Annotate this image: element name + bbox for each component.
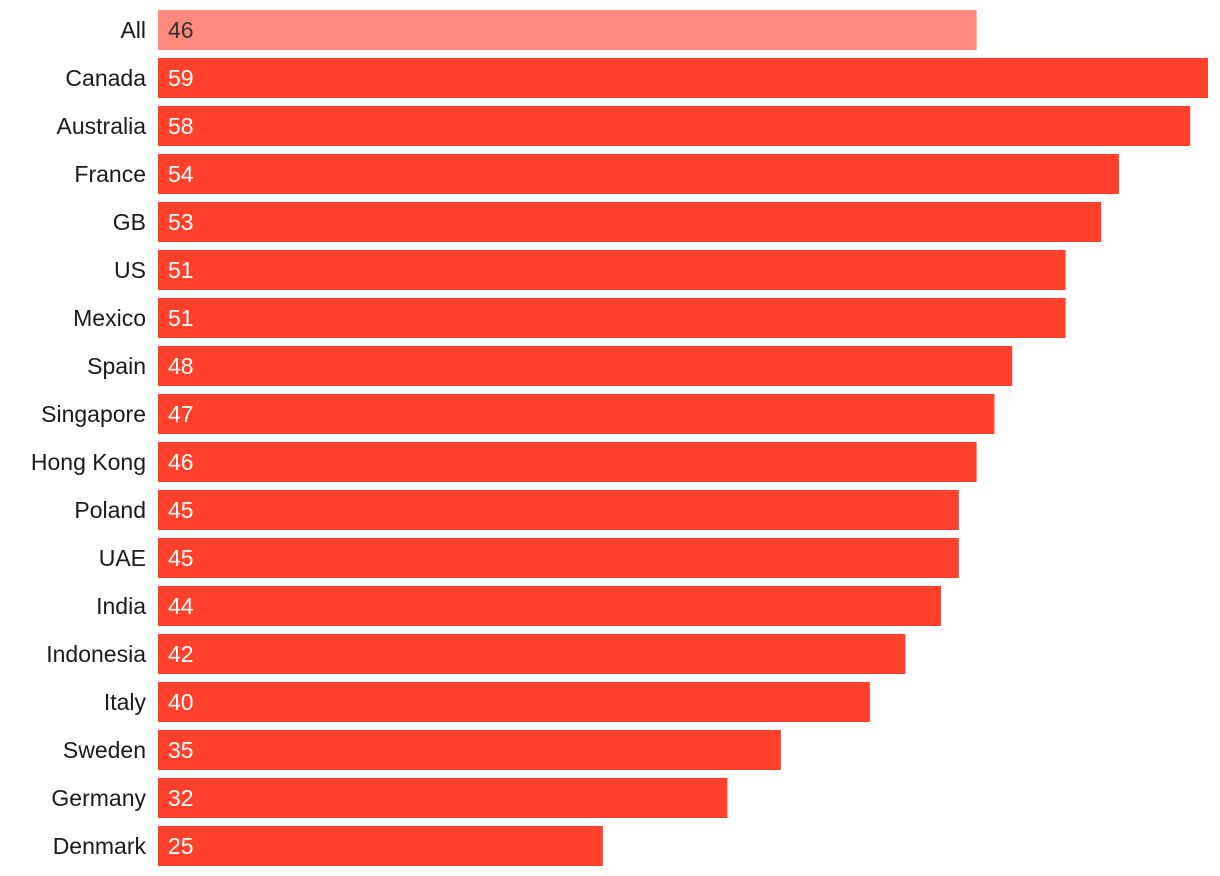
value-label-singapore: 47 — [168, 401, 194, 427]
bar-germany — [158, 778, 728, 818]
bar-italy — [158, 682, 870, 722]
category-label-canada: Canada — [65, 65, 146, 91]
bar-indonesia — [158, 634, 906, 674]
value-label-mexico: 51 — [168, 305, 194, 331]
bars-group — [158, 10, 1208, 866]
value-label-denmark: 25 — [168, 833, 194, 859]
bar-singapore — [158, 394, 995, 434]
category-label-us: US — [114, 257, 146, 283]
category-label-australia: Australia — [57, 113, 147, 139]
category-label-india: India — [96, 593, 146, 619]
value-label-spain: 48 — [168, 353, 194, 379]
value-label-india: 44 — [168, 593, 194, 619]
value-label-france: 54 — [168, 161, 194, 187]
bar-india — [158, 586, 942, 626]
value-label-sweden: 35 — [168, 737, 194, 763]
bar-france — [158, 154, 1120, 194]
category-label-all: All — [120, 17, 146, 43]
category-labels-group: All Canada Australia France GB US Mexico Spain S… — [31, 17, 147, 859]
bar-sweden — [158, 730, 781, 770]
bar-gb — [158, 202, 1102, 242]
value-label-gb: 53 — [168, 209, 194, 235]
value-label-us: 51 — [168, 257, 194, 283]
category-label-denmark: Denmark — [53, 833, 147, 859]
bar-all — [158, 10, 977, 50]
category-label-hong-kong: Hong Kong — [31, 449, 146, 475]
category-label-mexico: Mexico — [73, 305, 146, 331]
category-label-gb: GB — [113, 209, 146, 235]
bar-mexico — [158, 298, 1066, 338]
value-label-canada: 59 — [168, 65, 194, 91]
category-label-singapore: Singapore — [41, 401, 146, 427]
category-label-uae: UAE — [99, 545, 146, 571]
bar-poland — [158, 490, 959, 530]
value-label-poland: 45 — [168, 497, 194, 523]
value-label-uae: 45 — [168, 545, 194, 571]
value-label-all: 46 — [168, 17, 194, 43]
value-labels-group: 46 59 58 54 53 51 51 48 47 46 45 45 44 42 40 35 32 25 — [168, 17, 194, 859]
category-label-france: France — [74, 161, 146, 187]
value-label-hong-kong: 46 — [168, 449, 194, 475]
bar-denmark — [158, 826, 603, 866]
value-label-germany: 32 — [168, 785, 194, 811]
category-label-poland: Poland — [74, 497, 146, 523]
bar-us — [158, 250, 1066, 290]
bar-canada — [158, 58, 1208, 98]
value-label-indonesia: 42 — [168, 641, 194, 667]
bar-spain — [158, 346, 1013, 386]
category-label-indonesia: Indonesia — [46, 641, 146, 667]
category-label-italy: Italy — [104, 689, 147, 715]
value-label-australia: 58 — [168, 113, 194, 139]
category-label-germany: Germany — [51, 785, 146, 811]
bar-australia — [158, 106, 1191, 146]
category-label-spain: Spain — [87, 353, 146, 379]
bar-uae — [158, 538, 959, 578]
value-label-italy: 40 — [168, 689, 194, 715]
category-label-sweden: Sweden — [63, 737, 146, 763]
bar-hong-kong — [158, 442, 977, 482]
